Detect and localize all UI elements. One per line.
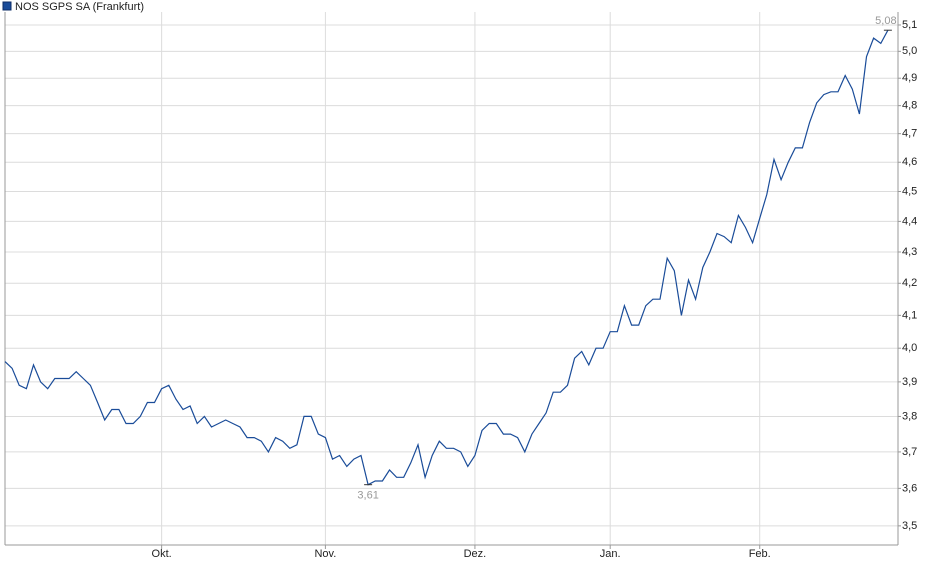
min-label: 3,61 [357, 490, 378, 502]
y-tick-label: 4,7 [902, 128, 917, 140]
max-label: 5,08 [875, 15, 896, 27]
y-tick-label: 4,9 [902, 72, 917, 84]
legend-swatch [2, 1, 12, 11]
y-tick-label: 4,8 [902, 100, 917, 112]
y-tick-label: 4,4 [902, 215, 917, 227]
y-tick-label: 5,1 [902, 19, 917, 31]
y-tick-label: 3,7 [902, 446, 917, 458]
x-tick-label: Jan. [600, 548, 621, 560]
y-tick-label: 3,8 [902, 410, 917, 422]
y-tick-label: 3,5 [902, 520, 917, 532]
x-tick-label: Okt. [152, 548, 172, 560]
y-tick-label: 4,1 [902, 309, 917, 321]
y-tick-label: 4,3 [902, 246, 917, 258]
y-tick-label: 4,6 [902, 156, 917, 168]
legend-label: NOS SGPS SA (Frankfurt) [15, 1, 144, 13]
y-tick-label: 3,6 [902, 482, 917, 494]
y-tick-label: 4,2 [902, 277, 917, 289]
y-tick-label: 4,0 [902, 342, 917, 354]
price-line [4, 29, 889, 486]
y-tick-label: 4,5 [902, 185, 917, 197]
x-tick-label: Feb. [749, 548, 771, 560]
x-tick-label: Dez. [464, 548, 487, 560]
x-tick-label: Nov. [314, 548, 336, 560]
y-tick-label: 3,9 [902, 376, 917, 388]
y-tick-label: 5,0 [902, 45, 917, 57]
